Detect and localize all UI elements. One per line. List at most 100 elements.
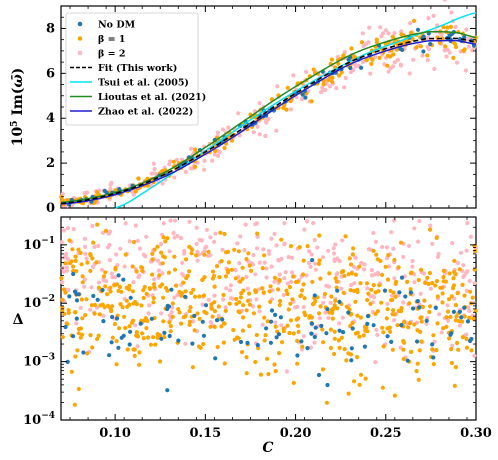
bottom-point--1 (244, 308, 249, 313)
legend-marker (77, 21, 83, 27)
bottom-point--1 (239, 291, 244, 296)
bottom-point--1 (456, 347, 461, 352)
bottom-point--2 (450, 343, 455, 348)
bottom-point--1 (464, 336, 469, 342)
bottom-point--2 (171, 230, 176, 236)
bottom-point--2 (82, 236, 87, 241)
bottom-point--2 (309, 252, 314, 257)
top-point--2 (431, 13, 436, 18)
bottom-point-no-dm (245, 340, 250, 345)
bottom-point--1 (320, 327, 325, 332)
bottom-point--1 (233, 276, 238, 281)
bottom-point--1 (116, 288, 121, 293)
bottom-point--2 (99, 267, 105, 272)
bottom-point--1 (172, 267, 178, 272)
bottom-point--2 (161, 221, 166, 226)
bottom-point--2 (406, 243, 412, 249)
bottom-point--2 (464, 288, 469, 293)
bottom-point--1 (446, 297, 452, 302)
bottom-point--1 (423, 280, 428, 285)
top-point--1 (321, 82, 326, 87)
bottom-point--1 (257, 304, 262, 309)
bottom-point-no-dm (371, 323, 376, 328)
bottom-point--1 (401, 356, 406, 362)
bottom-point--2 (101, 313, 106, 318)
bottom-point-no-dm (167, 333, 172, 339)
bottom-point--1 (160, 261, 165, 266)
bottom-point--2 (62, 255, 67, 260)
bottom-point--2 (168, 218, 173, 223)
legend-label: No DM (98, 20, 136, 31)
bottom-point--1 (241, 303, 246, 308)
bottom-point--1 (430, 347, 435, 352)
bottom-point--2 (266, 248, 272, 254)
bottom-point--1 (447, 271, 452, 276)
bottom-point--1 (392, 393, 397, 398)
bottom-point--1 (177, 310, 182, 315)
bottom-point--1 (469, 348, 474, 353)
bottom-point-no-dm (138, 321, 143, 326)
bottom-point--2 (365, 286, 370, 291)
bottom-point--1 (155, 335, 160, 340)
bottom-point--1 (333, 276, 338, 281)
bottom-point--1 (460, 335, 465, 340)
bottom-point--1 (161, 295, 166, 300)
top-point--2 (215, 130, 220, 135)
bottom-point-no-dm (310, 258, 315, 263)
bottom-point--1 (348, 262, 354, 267)
bottom-point-no-dm (192, 313, 197, 318)
bottom-point--1 (114, 339, 119, 344)
bottom-point-no-dm (365, 314, 371, 319)
legend-label: Lioutas et al. (2021) (98, 92, 206, 103)
bottom-point--1 (302, 296, 307, 301)
top-point--2 (453, 24, 458, 29)
legend-box (65, 12, 199, 126)
bottom-point--1 (88, 268, 93, 273)
bottom-point--1 (386, 253, 391, 258)
bottom-point--1 (449, 294, 454, 299)
bottom-point--1 (240, 328, 245, 333)
bottom-point--2 (375, 270, 380, 275)
bottom-point--1 (285, 323, 290, 328)
bottom-point--1 (212, 324, 217, 329)
bottom-point--1 (316, 261, 321, 266)
bottom-point--1 (60, 335, 65, 340)
bottom-point-no-dm (337, 299, 342, 304)
bottom-point--1 (97, 312, 102, 317)
top-point--2 (304, 69, 309, 74)
bottom-point--1 (425, 275, 430, 280)
bottom-point--1 (440, 285, 445, 290)
bottom-point--1 (71, 264, 76, 269)
bottom-point--1 (253, 288, 258, 293)
bottom-point--2 (212, 293, 217, 298)
bottom-point--1 (449, 347, 454, 352)
bottom-point--2 (260, 322, 265, 327)
top-point--2 (172, 175, 177, 180)
top-point--2 (351, 67, 356, 72)
bottom-point-no-dm (325, 382, 330, 388)
bottom-point--1 (130, 289, 135, 294)
bottom-point--2 (326, 315, 331, 320)
bottom-point--1 (298, 293, 303, 299)
bottom-point--1 (163, 239, 168, 244)
bottom-point--1 (318, 276, 323, 281)
bottom-point-no-dm (276, 332, 282, 337)
bottom-point--1 (95, 336, 100, 342)
bottom-point--1 (141, 288, 146, 293)
bottom-point--1 (291, 331, 296, 336)
bottom-point--2 (253, 272, 258, 277)
bottom-point--2 (254, 297, 259, 302)
bottom-point--2 (445, 303, 450, 308)
bottom-point-no-dm (190, 341, 195, 346)
bottom-point-no-dm (469, 336, 474, 342)
bottom-point--1 (291, 380, 296, 385)
bottom-point-no-dm (397, 290, 402, 295)
bottom-point--2 (257, 260, 262, 265)
bottom-point--2 (272, 279, 277, 284)
bottom-point--1 (178, 321, 184, 326)
bottom-point--1 (159, 250, 164, 255)
bottom-point--1 (183, 289, 188, 294)
top-y-tick-label: 4 (46, 111, 55, 126)
bottom-point--1 (80, 280, 85, 285)
bottom-point--2 (242, 248, 247, 253)
